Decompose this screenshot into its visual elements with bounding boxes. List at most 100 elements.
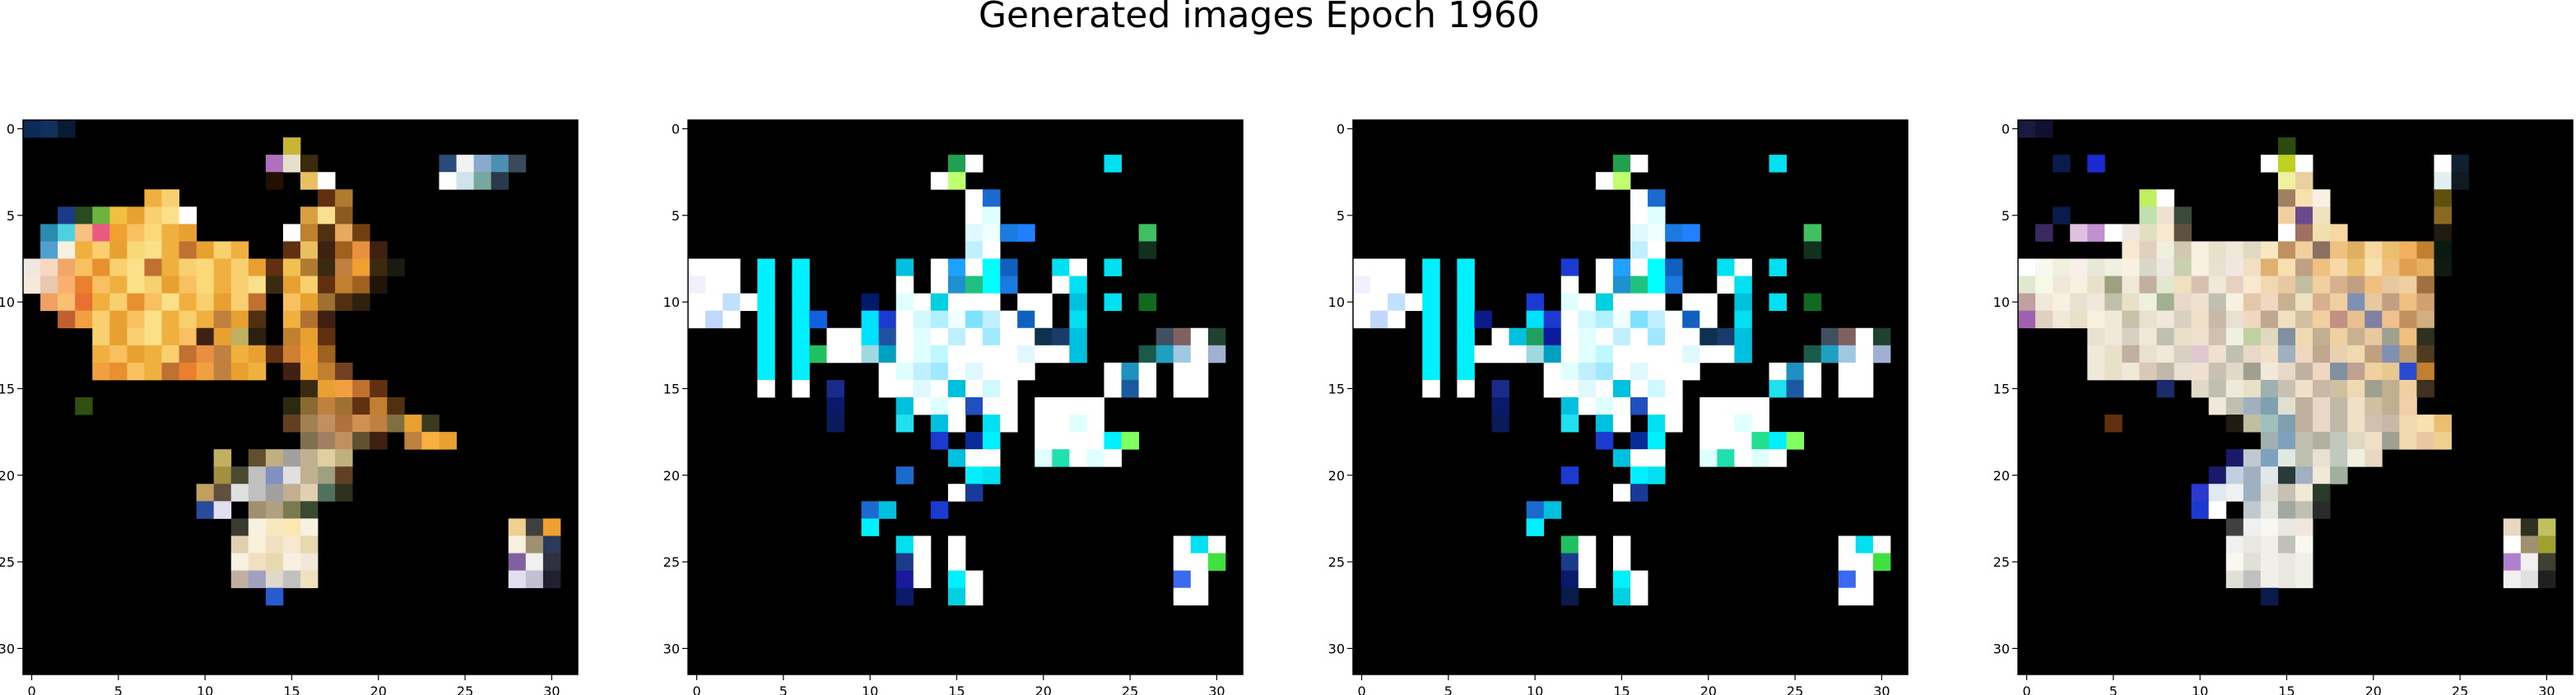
image-pixel: [1560, 258, 1579, 276]
image-pixel: [300, 206, 319, 225]
image-pixel: [179, 345, 198, 364]
image-pixel: [1173, 379, 1192, 398]
image-pixel: [1838, 553, 1857, 572]
image-pixel: [161, 362, 179, 381]
image-pixel: [2260, 466, 2279, 484]
image-pixel: [1630, 155, 1648, 173]
image-pixel: [2191, 345, 2210, 364]
image-pixel: [179, 362, 198, 381]
image-pixel: [456, 155, 475, 173]
image-pixel: [1595, 258, 1614, 276]
image-pixel: [913, 310, 932, 329]
image-pixel: [2087, 310, 2105, 329]
image-pixel: [1086, 397, 1104, 415]
image-pixel: [1769, 362, 1787, 381]
image-pixel: [109, 310, 128, 329]
image-pixel: [965, 570, 983, 589]
image-pixel: [1457, 362, 1475, 381]
image-pixel: [2208, 362, 2227, 381]
image-pixel: [300, 258, 319, 276]
image-pixel: [2277, 258, 2296, 276]
image-pixel: [127, 276, 145, 294]
image-pixel: [248, 362, 267, 381]
image-pixel: [1560, 570, 1579, 589]
image-pixel: [2399, 276, 2417, 294]
image-pixel: [1173, 345, 1192, 364]
image-pixel: [1560, 276, 1579, 294]
image-pixel: [248, 258, 267, 276]
image-pixel: [2087, 224, 2105, 242]
image-pixel: [300, 379, 319, 398]
image-pixel: [1838, 362, 1857, 381]
image-pixel: [1612, 570, 1631, 589]
image-pixel: [92, 345, 110, 364]
image-pixel: [335, 449, 353, 467]
image-panel-1: 0 5 10 15 20 25 30 0 5 10 15 20 25 30: [0, 119, 579, 695]
image-pixel: [2313, 449, 2331, 467]
image-pixel: [230, 466, 249, 484]
image-pixel: [265, 553, 284, 572]
image-pixel: [2191, 379, 2210, 398]
image-pixel: [2503, 518, 2522, 536]
image-pixel: [265, 501, 284, 519]
image-pixel: [2087, 327, 2105, 346]
image-pixel: [1734, 276, 1752, 294]
image-pixel: [1682, 293, 1700, 312]
image-pixel: [1190, 570, 1209, 589]
image-pixel: [2208, 327, 2227, 346]
image-pixel: [2364, 327, 2383, 346]
image-pixel: [2104, 327, 2123, 346]
image-pixel: [1872, 535, 1891, 554]
image-pixel: [2313, 379, 2331, 398]
image-pixel: [109, 258, 128, 276]
image-pixel: [282, 241, 301, 259]
image-pixel: [508, 155, 527, 173]
image-pixel: [92, 206, 110, 225]
image-pixel: [1035, 293, 1053, 312]
image-pixel: [1612, 535, 1631, 554]
image-pixel: [1648, 224, 1666, 242]
image-pixel: [525, 535, 544, 554]
image-pixel: [2053, 155, 2071, 173]
image-pixel: [387, 258, 405, 276]
image-pixel: [335, 362, 353, 381]
image-pixel: [757, 327, 775, 346]
image-pixel: [2277, 397, 2296, 415]
image-pixel: [947, 293, 966, 312]
image-pixel: [282, 553, 301, 572]
image-pixel: [2295, 189, 2313, 207]
image-pixel: [2347, 432, 2365, 450]
image-pixel: [1121, 379, 1140, 398]
image-pixel: [688, 276, 706, 294]
image-pixel: [109, 206, 128, 225]
image-pixel: [1138, 241, 1157, 259]
image-pixel: [1000, 327, 1018, 346]
image-pixel: [2382, 276, 2400, 294]
image-pixel: [2330, 327, 2348, 346]
image-pixel: [230, 310, 249, 329]
image-pixel: [2225, 518, 2244, 536]
image-pixel: [965, 362, 983, 381]
image-pixel: [179, 224, 198, 242]
image-pixel: [2260, 258, 2279, 276]
image-pixel: [2382, 345, 2400, 364]
image-pixel: [196, 293, 215, 312]
image-pixel: [983, 258, 1001, 276]
image-pixel: [1700, 449, 1718, 467]
image-pixel: [2295, 362, 2313, 381]
image-pixel: [179, 206, 198, 225]
image-pixel: [144, 327, 162, 346]
image-pixel: [2018, 276, 2036, 294]
image-pixel: [1630, 484, 1648, 502]
image-pixel: [2139, 241, 2157, 259]
image-pixel: [1630, 276, 1648, 294]
image-pixel: [1786, 432, 1805, 450]
image-pixel: [1422, 293, 1440, 312]
image-pixel: [2156, 258, 2174, 276]
image-pixel: [2295, 466, 2313, 484]
image-pixel: [127, 206, 145, 225]
image-panel-4: 0 5 10 15 20 25 30 0 5 10 15 20 25 30: [1993, 119, 2574, 695]
x-tick-label: 30: [543, 683, 560, 695]
image-pixel: [1769, 155, 1787, 173]
image-pixel: [2347, 415, 2365, 433]
